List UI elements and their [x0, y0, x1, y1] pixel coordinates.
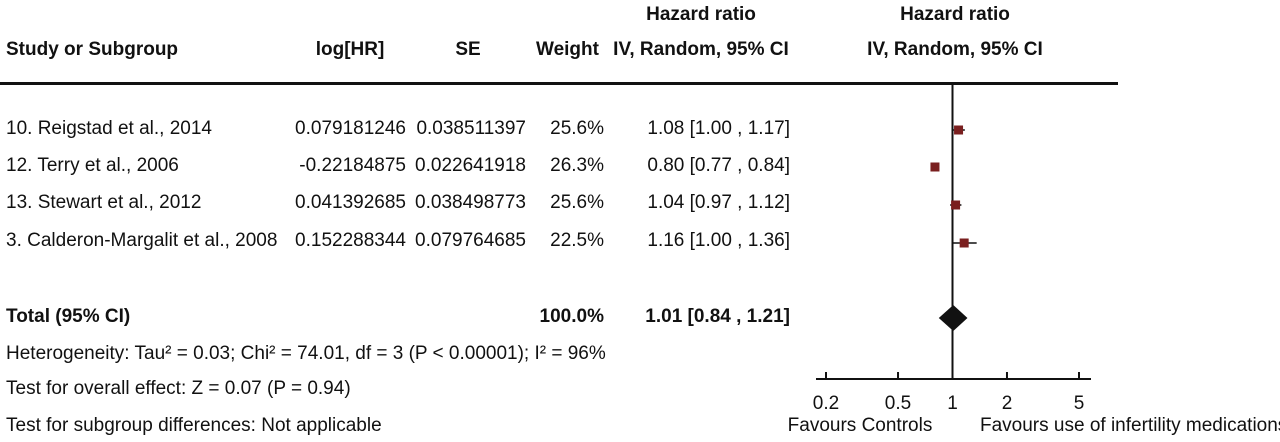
header-rule	[0, 82, 1118, 85]
overall-effect-text: Test for overall effect: Z = 0.07 (P = 0…	[6, 378, 351, 399]
study-name: 13. Stewart et al., 2012	[6, 192, 202, 213]
study-marker	[930, 162, 940, 172]
study-name: 3. Calderon-Margalit et al., 2008	[6, 230, 278, 251]
header-hr-sub: IV, Random, 95% CI	[613, 39, 789, 60]
study-ci: 1.08 [1.00 , 1.17]	[647, 118, 790, 139]
study-ci: 1.16 [1.00 , 1.36]	[647, 230, 790, 251]
header-se: SE	[455, 39, 481, 60]
plot-subtitle: IV, Random, 95% CI	[867, 39, 1043, 60]
study-loghr: 0.041392685	[295, 192, 406, 213]
study-se: 0.038511397	[416, 118, 526, 139]
subgroup-differences-text: Test for subgroup differences: Not appli…	[6, 415, 382, 436]
heterogeneity-text: Heterogeneity: Tau² = 0.03; Chi² = 74.01…	[6, 343, 606, 364]
pooled-diamond	[938, 305, 968, 331]
study-weight: 25.6%	[550, 118, 604, 139]
x-tick-label: 2	[1002, 393, 1013, 414]
study-marker	[954, 125, 964, 135]
study-weight: 26.3%	[550, 155, 604, 176]
study-ci: 1.04 [0.97 , 1.12]	[647, 192, 790, 213]
header-hr-title: Hazard ratio	[646, 4, 756, 25]
total-label: Total (95% CI)	[6, 306, 131, 327]
header-weight: Weight	[536, 39, 599, 60]
study-name: 12. Terry et al., 2006	[6, 155, 179, 176]
study-marker	[951, 200, 961, 210]
header-study: Study or Subgroup	[6, 39, 179, 60]
study-weight: 22.5%	[550, 230, 604, 251]
study-ci: 0.80 [0.77 , 0.84]	[647, 155, 790, 176]
study-weight: 25.6%	[550, 192, 604, 213]
study-name: 10. Reigstad et al., 2014	[6, 118, 212, 139]
study-loghr: 0.152288344	[295, 230, 406, 251]
study-se: 0.022641918	[415, 155, 526, 176]
study-loghr: -0.22184875	[299, 155, 406, 176]
favours-right-label: Favours use of infertility medications	[980, 415, 1280, 436]
x-tick-label: 0.5	[885, 393, 911, 414]
total-ci: 1.01 [0.84 , 1.21]	[645, 306, 790, 327]
study-se: 0.079764685	[415, 230, 526, 251]
study-marker	[959, 238, 969, 248]
header-loghr: log[HR]	[315, 39, 385, 60]
x-tick-label: 1	[947, 393, 958, 414]
x-tick-label: 0.2	[813, 393, 839, 414]
total-weight: 100.0%	[539, 306, 604, 327]
plot-title: Hazard ratio	[900, 4, 1010, 25]
x-tick-label: 5	[1074, 393, 1085, 414]
study-se: 0.038498773	[415, 192, 526, 213]
study-loghr: 0.079181246	[295, 118, 406, 139]
favours-left-label: Favours Controls	[787, 415, 933, 436]
